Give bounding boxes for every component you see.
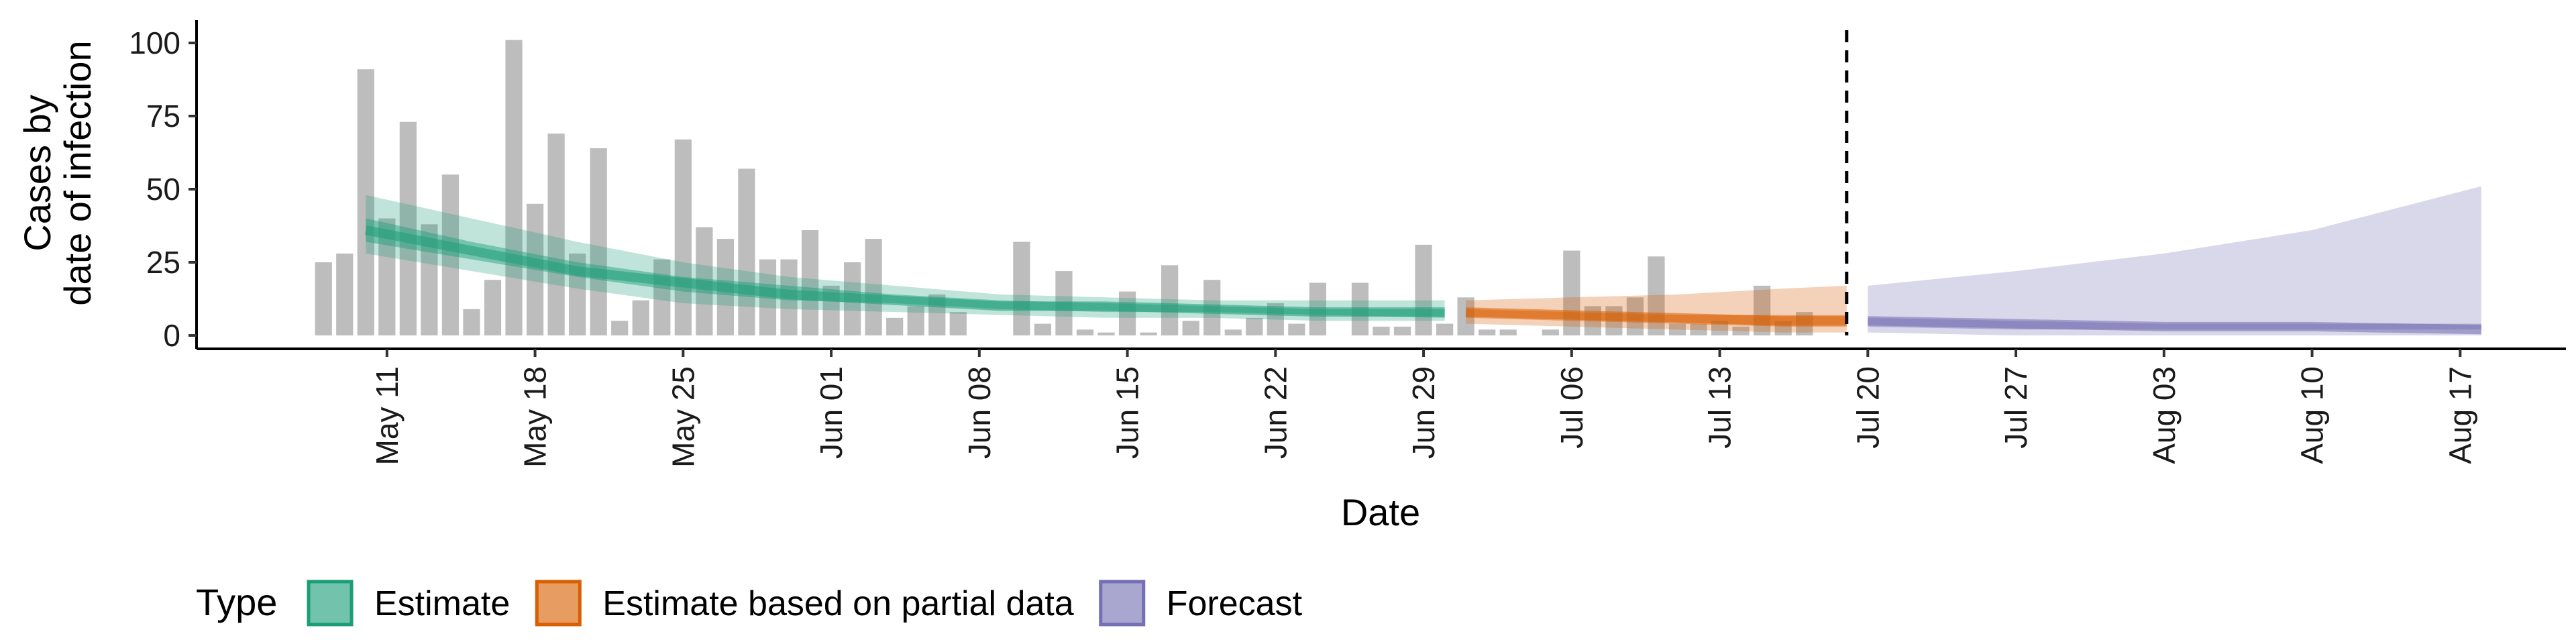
- case-bar: [1013, 241, 1030, 335]
- outer-band: [1868, 186, 2481, 335]
- case-bar: [1161, 265, 1179, 335]
- case-bar: [1499, 329, 1517, 335]
- case-bar: [1732, 326, 1750, 335]
- legend-title: Type: [196, 581, 277, 623]
- median-line: [364, 225, 1445, 317]
- observed-case-bars: [315, 40, 1813, 336]
- case-bar: [907, 306, 924, 335]
- legend-swatch: [535, 580, 582, 627]
- x-tick-label: Jun 08: [962, 366, 997, 459]
- y-tick-label: 25: [146, 245, 180, 280]
- case-bar: [1479, 329, 1496, 335]
- x-tick-label: Jun 15: [1110, 366, 1145, 459]
- case-bar: [1246, 317, 1263, 335]
- x-axis-title: Date: [1341, 491, 1420, 533]
- case-bar: [674, 139, 692, 335]
- x-tick-label: May 11: [370, 366, 405, 465]
- case-bar: [1711, 321, 1729, 335]
- case-bar: [886, 317, 904, 335]
- x-tick-label: Jun 29: [1406, 366, 1441, 459]
- case-bar: [336, 253, 354, 335]
- y-axis-title-line: date of infection: [56, 40, 99, 305]
- case-bar: [1288, 323, 1305, 335]
- x-tick-label: Aug 17: [2443, 366, 2477, 464]
- case-bar: [1097, 332, 1115, 335]
- estimate-bands: [364, 186, 2482, 335]
- y-tick-label: 100: [129, 25, 180, 60]
- case-bar: [1182, 321, 1199, 335]
- x-tick-label: Aug 10: [2295, 366, 2330, 464]
- case-bar: [1034, 323, 1052, 335]
- case-bar: [611, 321, 629, 335]
- case-bar: [1393, 326, 1411, 335]
- case-bar: [1373, 326, 1390, 335]
- case-bar: [632, 300, 649, 335]
- case-bar: [463, 309, 480, 335]
- case-bar: [590, 148, 607, 335]
- case-bar: [1563, 250, 1580, 335]
- case-bar: [1224, 329, 1242, 335]
- case-bar: [1140, 332, 1157, 335]
- case-bar: [547, 133, 565, 335]
- case-bar: [653, 259, 671, 335]
- x-tick-label: Jun 22: [1258, 366, 1293, 459]
- case-bar: [1415, 244, 1432, 335]
- case-bar: [738, 168, 755, 335]
- case-bar: [441, 174, 460, 335]
- x-tick-label: Jun 01: [814, 366, 849, 459]
- case-bar: [801, 230, 819, 335]
- case-bar: [1648, 256, 1665, 335]
- outer-band: [366, 195, 1445, 321]
- x-tick-label: May 18: [518, 366, 553, 468]
- legend: Type Estimate Estimate based on partial d…: [196, 580, 1303, 627]
- median-line: [1868, 316, 2482, 335]
- legend-swatch: [307, 580, 354, 627]
- case-bar: [526, 203, 544, 335]
- x-axis-ticks: May 11 May 18 May 25 Jun 01 Jun 08 Jun 15 Jun …: [370, 349, 2477, 468]
- case-bar: [865, 239, 882, 335]
- case-bar: [1668, 323, 1686, 335]
- case-bar: [484, 280, 502, 335]
- legend-label: Forecast: [1167, 584, 1303, 623]
- case-bar: [1754, 285, 1771, 335]
- case-bar: [505, 40, 523, 335]
- median-line: [1465, 307, 1847, 326]
- x-tick-label: Jul 13: [1703, 366, 1737, 449]
- case-bar: [1076, 329, 1094, 335]
- case-bar: [315, 262, 332, 335]
- x-tick-label: May 25: [665, 366, 700, 468]
- y-axis-title-line: Cases by: [16, 95, 58, 251]
- y-tick-label: 50: [146, 172, 180, 207]
- legend-label: Estimate based on partial data: [602, 584, 1074, 623]
- x-tick-label: Aug 03: [2147, 366, 2182, 464]
- x-tick-label: Jul 06: [1554, 366, 1589, 449]
- case-bar: [357, 69, 374, 336]
- axes: [195, 20, 2566, 350]
- x-tick-label: Jul 27: [1998, 366, 2033, 449]
- legend-label: Estimate: [374, 584, 510, 623]
- case-bar: [399, 121, 417, 335]
- case-bar: [1118, 291, 1136, 335]
- case-bar: [949, 312, 967, 335]
- y-tick-label: 75: [146, 99, 180, 133]
- case-bar: [1690, 323, 1707, 335]
- y-axis-ticks: 0 25 50 75 100: [129, 25, 197, 353]
- legend-swatch: [1099, 580, 1146, 627]
- y-tick-label: 0: [163, 318, 180, 353]
- x-tick-label: Jul 20: [1850, 366, 1885, 449]
- case-bar: [1436, 323, 1454, 335]
- case-bar: [1542, 329, 1559, 335]
